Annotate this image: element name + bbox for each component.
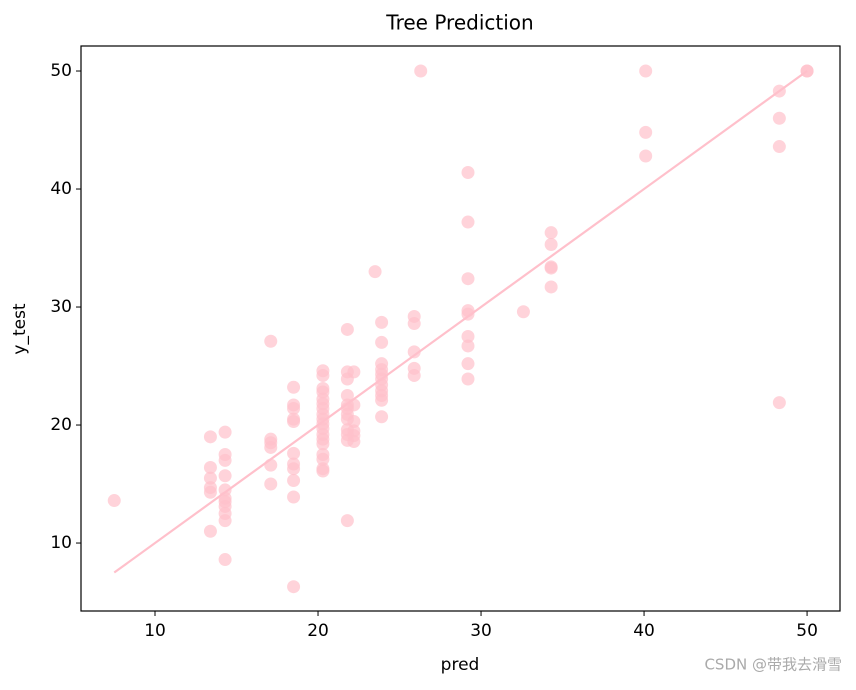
point [461,330,475,344]
point [375,335,389,349]
point [218,553,232,567]
point [407,345,421,359]
point [316,452,330,466]
point [316,437,330,451]
point [218,453,232,467]
y-tick-label: 10 [50,533,72,553]
x-tick-label: 50 [796,621,818,641]
y-tick-label: 20 [50,415,72,435]
point [203,430,217,444]
point [316,368,330,382]
point [544,237,558,251]
watermark: CSDN @带我去滑雪 [704,656,842,674]
point [375,315,389,329]
point [264,440,278,454]
point [218,425,232,439]
point [375,410,389,424]
point [368,265,382,279]
point [203,524,217,538]
point [772,140,786,154]
point [287,462,301,476]
point [414,64,428,78]
point [639,149,653,163]
point [340,389,354,403]
point [544,226,558,240]
point [461,272,475,286]
y-tick-label: 40 [50,179,72,199]
point [316,464,330,478]
x-tick-label: 10 [144,621,166,641]
point [287,414,301,428]
y-axis-label: y_test [10,303,30,355]
point [287,473,301,487]
point [461,339,475,353]
point [544,280,558,294]
point [516,305,530,319]
y-tick-label: 30 [50,297,72,317]
point [461,307,475,321]
x-axis-label: pred [441,655,480,675]
fit-line [113,70,808,574]
point [461,357,475,371]
point [287,380,301,394]
point [287,490,301,504]
point [772,111,786,125]
plot-frame [80,45,841,612]
point [203,461,217,475]
point [340,322,354,336]
point [407,317,421,331]
point [347,435,361,449]
point [287,402,301,416]
x-tick-label: 30 [470,621,492,641]
point [461,215,475,229]
point [340,514,354,528]
point [203,485,217,499]
x-tick-label: 40 [633,621,655,641]
chart-title: Tree Prediction [385,11,533,35]
point [264,477,278,491]
x-tick-label: 20 [307,621,329,641]
point [218,514,232,528]
point [461,165,475,179]
point [639,64,653,78]
point [287,580,301,594]
point [772,396,786,410]
point [347,365,361,379]
point [264,334,278,348]
point [461,372,475,386]
point [107,494,121,508]
point [347,414,361,428]
point [375,393,389,407]
point [407,368,421,382]
point [639,125,653,139]
point [218,469,232,483]
point [203,471,217,485]
point [544,261,558,275]
y-tick-label: 50 [50,61,72,81]
point [287,446,301,460]
